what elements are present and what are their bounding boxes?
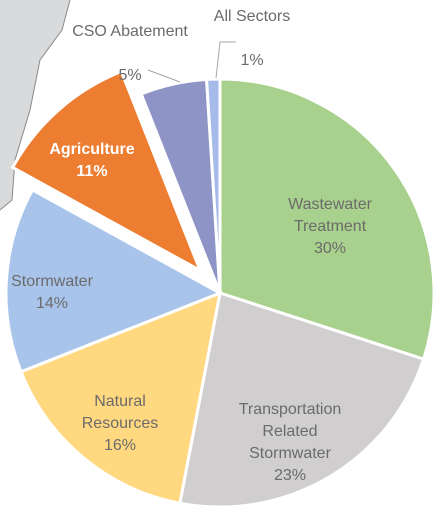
pie-slice — [19, 290, 222, 505]
slice-label: All Sectors — [214, 8, 290, 25]
slice-value-label: 1% — [240, 52, 263, 69]
slice-label: Stormwater — [11, 273, 93, 290]
slice-label: Transportation Related Stormwater — [239, 401, 342, 462]
pie-slice — [178, 291, 426, 508]
pie-slice — [4, 187, 224, 374]
pie-slice — [204, 77, 222, 294]
map-background — [0, 0, 70, 210]
pie-slice — [218, 77, 436, 362]
slice-value-label: 14% — [36, 295, 68, 312]
pie-slice — [10, 69, 204, 274]
slice-value-label: 30% — [314, 240, 346, 257]
map-border — [0, 0, 71, 211]
slice-label: Agriculture — [49, 141, 134, 158]
leader-line — [215, 41, 236, 79]
slice-label: CSO Abatement — [72, 23, 188, 40]
slice-value-label: 11% — [76, 163, 107, 180]
slice-label: Wastewater Treatment — [288, 196, 373, 235]
slice-label: Natural Resources — [82, 393, 158, 432]
leader-line — [147, 69, 181, 83]
slice-value-label: 5% — [118, 67, 141, 84]
slice-value-label: 23% — [274, 467, 306, 484]
slice-value-label: 16% — [104, 437, 136, 454]
